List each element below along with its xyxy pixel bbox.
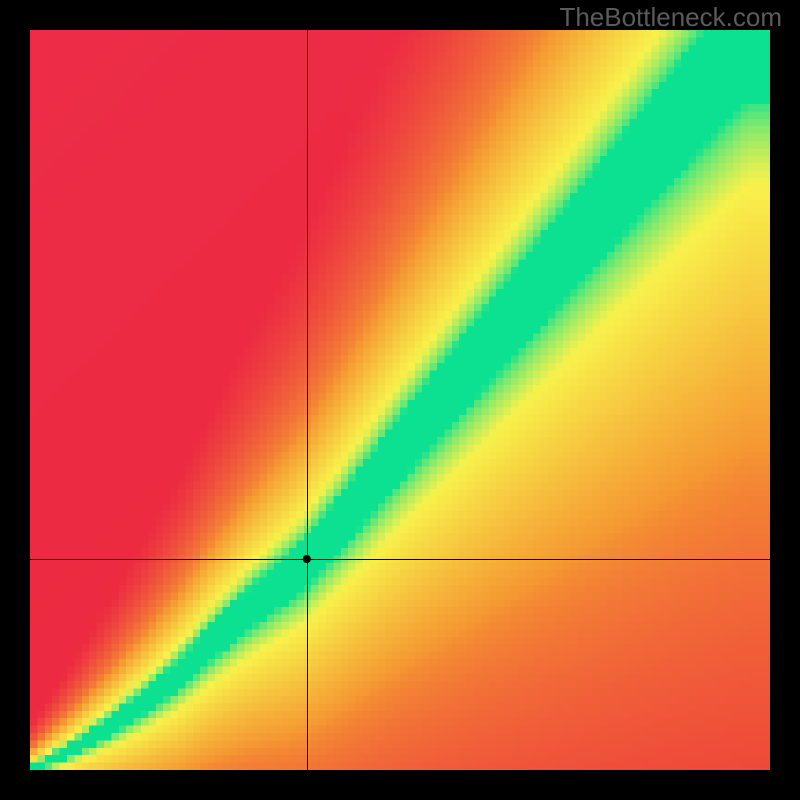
chart-frame: { "type": "heatmap", "canvas": { "width"… [0,0,800,800]
watermark-text: TheBottleneck.com [559,2,782,33]
crosshair-overlay [30,30,770,770]
